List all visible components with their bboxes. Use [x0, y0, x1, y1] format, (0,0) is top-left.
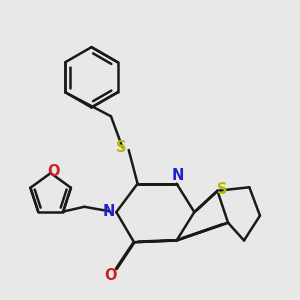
Text: O: O [105, 268, 117, 284]
Text: S: S [218, 182, 228, 196]
Text: S: S [116, 140, 126, 155]
Text: O: O [47, 164, 60, 179]
Text: N: N [102, 204, 115, 219]
Text: N: N [171, 168, 184, 183]
